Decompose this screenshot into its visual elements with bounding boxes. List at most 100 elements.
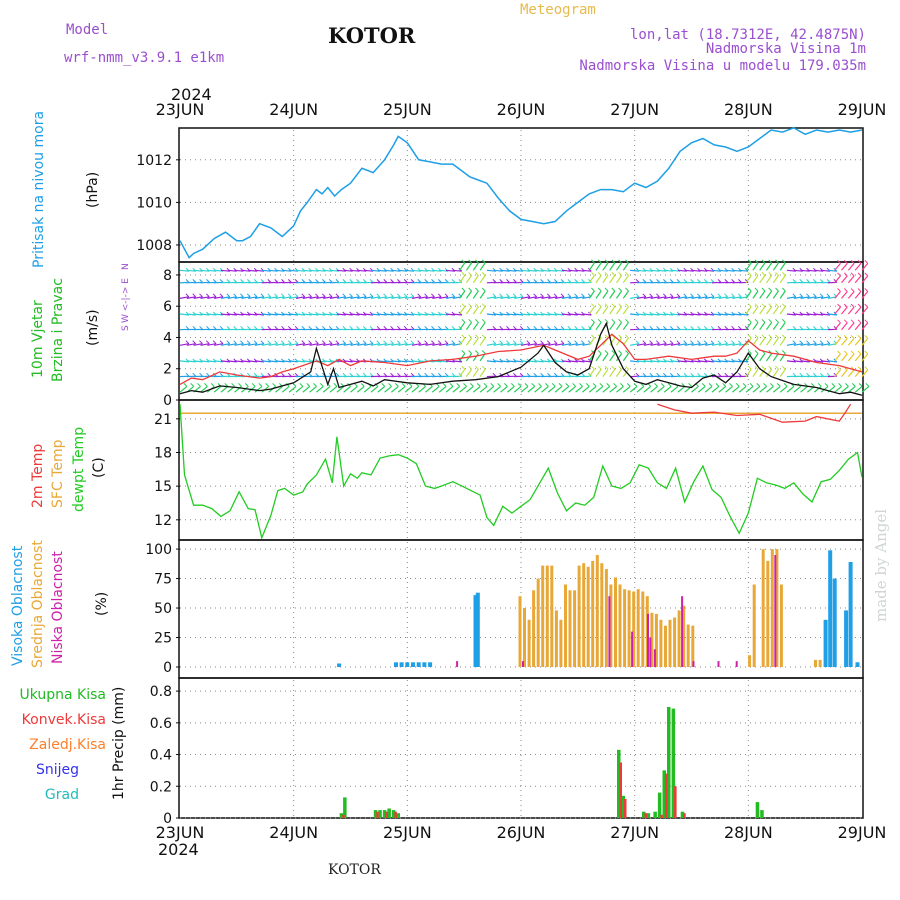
wind-barb: [541, 313, 551, 316]
wind-barb: [684, 313, 694, 316]
wind-barb-feather: [481, 350, 486, 354]
wind-barb: [507, 343, 517, 346]
wind-barb-feather: [431, 372, 435, 377]
wind-mean-line: [179, 321, 863, 396]
wind-barb: [261, 313, 271, 316]
precip-bar-total-precip: [657, 792, 662, 818]
wind-barb-feather: [481, 365, 486, 370]
precip-bar-conv-precip: [660, 814, 663, 818]
wind-barb-feather: [708, 383, 713, 387]
wind-barb-feather: [731, 293, 735, 298]
wind-barb: [807, 296, 817, 299]
pressure-grid: [180, 130, 862, 262]
wind-barb-feather: [403, 325, 408, 330]
wind-barb: [459, 262, 466, 271]
wind-barb: [834, 322, 841, 331]
wind-barb-feather: [669, 372, 674, 377]
wind-barb-feather: [437, 279, 442, 283]
precip-bar-conv-precip: [394, 811, 397, 818]
wind-barb: [575, 343, 585, 346]
wind-barb-feather: [362, 279, 367, 283]
wind-barb-feather: [857, 319, 862, 324]
wind-barb-feather: [669, 279, 674, 283]
time-tick-label-bottom: 26JUN: [497, 823, 546, 842]
wind-barb-feather: [649, 293, 653, 298]
wind-barb-feather: [858, 383, 863, 387]
wind-barb-feather: [315, 293, 319, 298]
wind-barb: [261, 360, 271, 363]
wind-barb-feather: [356, 372, 360, 377]
wind-barb-feather: [618, 272, 622, 276]
wind-barb: [295, 385, 304, 393]
wind-barb-feather: [717, 372, 722, 377]
wind-barb: [575, 313, 585, 316]
wind-barb-feather: [737, 293, 742, 298]
cloud-bar-mid-cloud: [527, 619, 531, 667]
wind-barb: [807, 313, 817, 316]
wind-barb: [384, 269, 394, 272]
wind-barb-feather: [397, 279, 401, 283]
wind-barb: [336, 313, 346, 316]
wind-barb: [241, 296, 251, 299]
wind-barb-feather: [781, 350, 786, 354]
wind-barb-feather: [591, 334, 595, 339]
wind-barb-feather: [499, 279, 504, 283]
wind-barb-feather: [461, 303, 466, 308]
dewpt-line: [179, 404, 863, 540]
wind-barb-feather: [226, 325, 231, 330]
wind-barb-feather: [306, 383, 311, 387]
wind-barb: [691, 269, 701, 272]
wind-barb-feather: [715, 383, 720, 387]
wind-barb-feather: [396, 340, 401, 345]
wind-barb: [793, 385, 802, 393]
wind-barb-feather: [649, 279, 654, 283]
wind-barb-feather: [390, 293, 394, 298]
wind-barb-feather: [192, 293, 197, 298]
wind-barb: [575, 360, 585, 363]
wind-barb-feather: [475, 272, 479, 276]
wind-barb-feather: [333, 383, 338, 387]
wind-barb: [179, 313, 190, 316]
wind-label-2: Brzina i Pravac: [50, 278, 66, 382]
wind-barb: [554, 343, 565, 346]
cloud-bar-mid-cloud: [623, 589, 627, 667]
wind-barb: [370, 343, 380, 346]
wind-barb-feather: [781, 272, 786, 276]
wind-barb: [698, 343, 708, 346]
cloud-bar-low-cloud: [649, 637, 652, 667]
wind-barb-feather: [792, 279, 797, 283]
cloud-bar-low-cloud: [647, 613, 649, 667]
wind-barb-feather: [233, 279, 238, 283]
wind-barb: [766, 385, 774, 393]
time-tick-label-top: 27JUN: [610, 100, 659, 119]
wind-barb: [793, 269, 803, 272]
wind-barb: [630, 360, 640, 363]
wind-barb: [582, 269, 592, 272]
wind-barb: [807, 269, 817, 272]
wind-barb: [677, 269, 687, 272]
wind-barb: [323, 269, 333, 272]
wind-barb: [650, 385, 658, 393]
wind-barb: [465, 321, 473, 331]
cloud-bar-low-cloud: [681, 596, 684, 667]
wind-barb: [364, 313, 374, 316]
wind-barb-feather: [417, 293, 422, 298]
wind-barb-feather: [506, 293, 510, 298]
wind-barb-feather: [599, 383, 604, 387]
wind-barb: [343, 343, 353, 346]
wind-barb-feather: [308, 279, 313, 283]
wind-barb-feather: [754, 334, 759, 339]
wind-barb: [268, 296, 278, 299]
wind-barb: [282, 343, 292, 346]
wind-barb-feather: [724, 279, 729, 283]
wind-barb-feather: [864, 335, 869, 339]
wind-barb: [622, 306, 629, 315]
wind-barb-feather: [444, 340, 449, 345]
wind-barb-feather: [294, 340, 299, 345]
wind-barb: [377, 360, 387, 363]
cloud-unit: (%): [94, 592, 110, 616]
wind-barb: [465, 306, 473, 315]
wind-barb: [725, 360, 735, 363]
wind-barb: [220, 269, 230, 272]
wind-barb: [847, 322, 855, 331]
